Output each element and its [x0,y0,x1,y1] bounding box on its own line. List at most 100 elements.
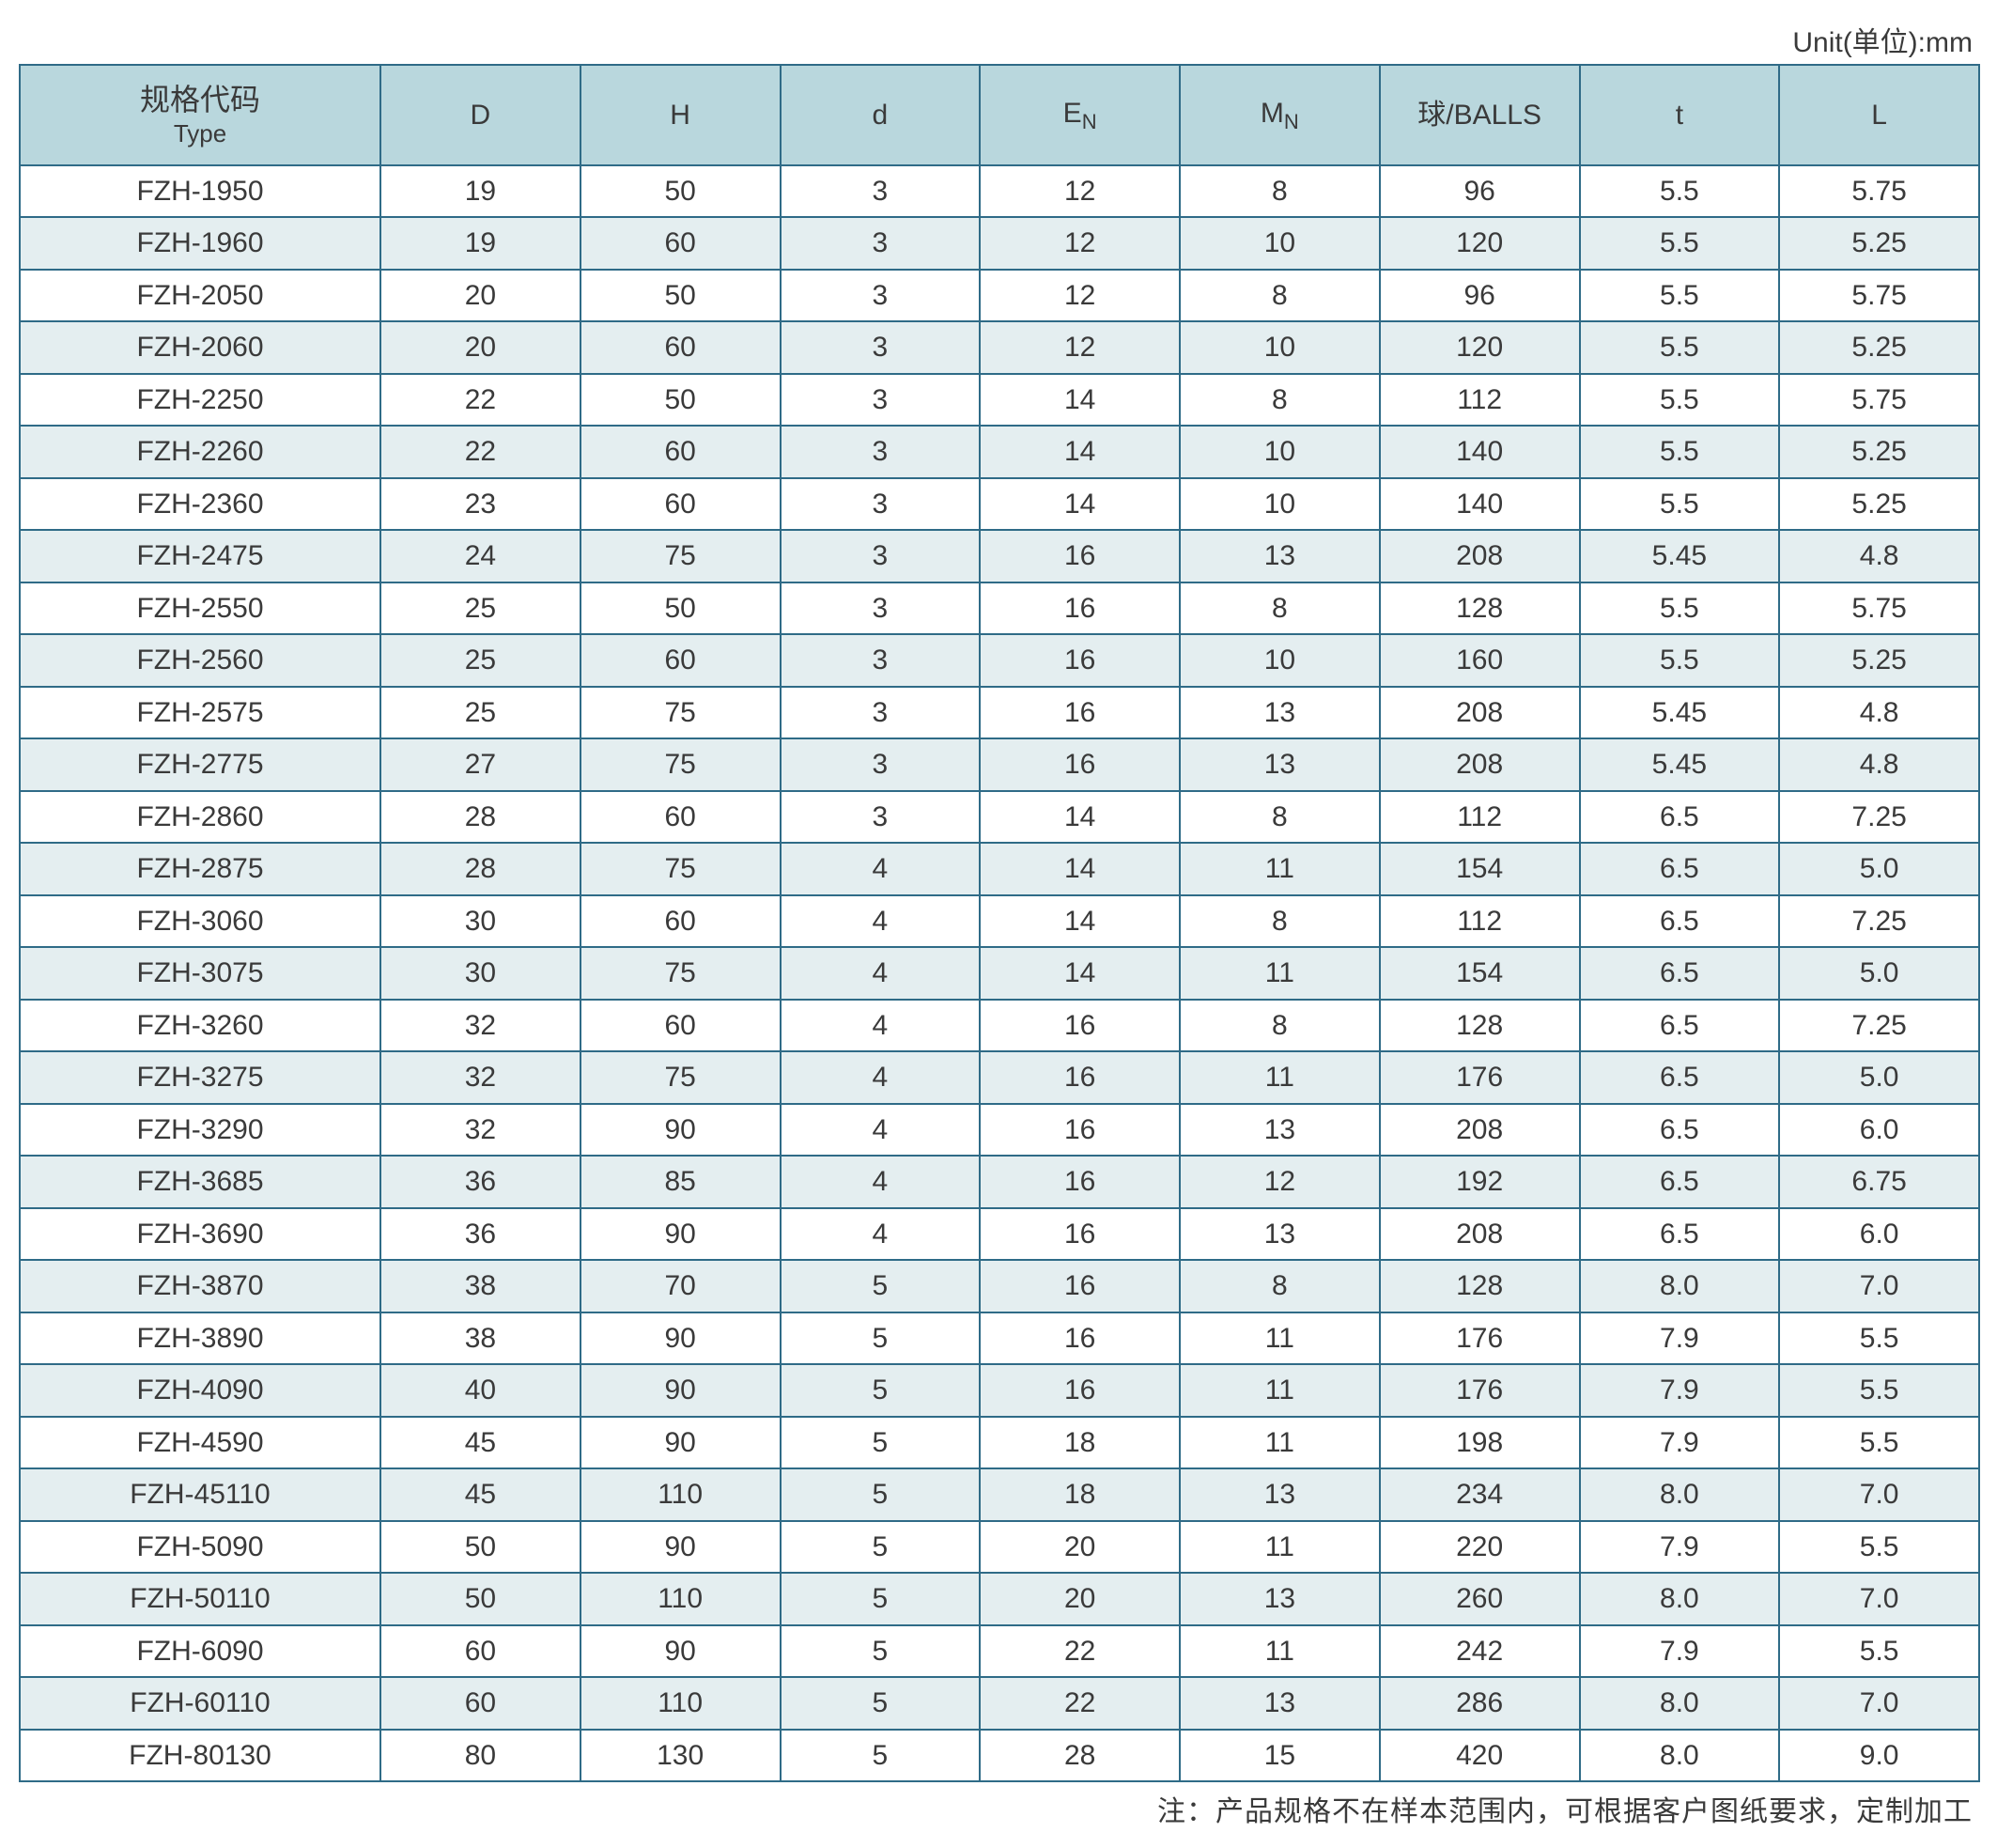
cell-d: 4 [781,1051,981,1104]
cell-t: 8.0 [1580,1260,1780,1312]
cell-d: 4 [781,1104,981,1157]
table-row: FZH-40904090516111767.95.5 [20,1364,1979,1417]
cell-L: 6.0 [1779,1208,1979,1261]
table-row: FZH-27752775316132085.454.8 [20,738,1979,791]
cell-d: 4 [781,947,981,1000]
cell-t: 5.5 [1580,270,1780,322]
cell-D: 60 [380,1677,581,1730]
cell-EN: 16 [980,1104,1180,1157]
cell-MN: 12 [1180,1156,1380,1208]
cell-t: 5.5 [1580,321,1780,374]
cell-H: 110 [581,1468,781,1521]
cell-D: 19 [380,165,581,218]
cell-d: 5 [781,1468,981,1521]
cell-d: 3 [781,478,981,531]
cell-d: 3 [781,165,981,218]
cell-EN: 16 [980,1208,1180,1261]
cell-t: 7.9 [1580,1521,1780,1574]
cell-d: 3 [781,687,981,739]
cell-d: 4 [781,1000,981,1052]
cell-L: 6.75 [1779,1156,1979,1208]
cell-type: FZH-45110 [20,1468,380,1521]
cell-type: FZH-2775 [20,738,380,791]
cell-MN: 13 [1180,1677,1380,1730]
cell-d: 5 [781,1364,981,1417]
cell-H: 85 [581,1156,781,1208]
cell-balls: 208 [1380,1208,1580,1261]
cell-EN: 14 [980,895,1180,948]
table-row: FZH-32903290416132086.56.0 [20,1104,1979,1157]
table-row: FZH-30753075414111546.55.0 [20,947,1979,1000]
cell-d: 3 [781,426,981,478]
cell-EN: 16 [980,1051,1180,1104]
cell-balls: 154 [1380,947,1580,1000]
table-row: FZH-60906090522112427.95.5 [20,1625,1979,1678]
cell-t: 7.9 [1580,1417,1780,1469]
cell-MN: 10 [1180,426,1380,478]
cell-L: 5.5 [1779,1417,1979,1469]
cell-MN: 11 [1180,1312,1380,1365]
cell-H: 75 [581,687,781,739]
cell-MN: 13 [1180,530,1380,582]
cell-H: 50 [581,165,781,218]
cell-EN: 22 [980,1677,1180,1730]
cell-L: 4.8 [1779,687,1979,739]
cell-D: 28 [380,791,581,844]
col-header-t: t [1580,65,1780,165]
cell-d: 3 [781,321,981,374]
cell-balls: 128 [1380,1260,1580,1312]
cell-EN: 14 [980,426,1180,478]
cell-MN: 11 [1180,1625,1380,1678]
cell-type: FZH-1950 [20,165,380,218]
cell-H: 60 [581,478,781,531]
cell-D: 20 [380,270,581,322]
cell-type: FZH-3275 [20,1051,380,1104]
cell-type: FZH-2550 [20,582,380,635]
cell-t: 6.5 [1580,843,1780,895]
cell-type: FZH-2260 [20,426,380,478]
cell-H: 60 [581,791,781,844]
cell-d: 5 [781,1417,981,1469]
cell-balls: 198 [1380,1417,1580,1469]
cell-EN: 16 [980,1000,1180,1052]
cell-H: 60 [581,634,781,687]
cell-L: 4.8 [1779,530,1979,582]
cell-balls: 120 [1380,217,1580,270]
cell-EN: 16 [980,530,1180,582]
table-row: FZH-28752875414111546.55.0 [20,843,1979,895]
cell-L: 5.75 [1779,165,1979,218]
cell-t: 8.0 [1580,1677,1780,1730]
table-row: FZH-24752475316132085.454.8 [20,530,1979,582]
cell-t: 7.9 [1580,1312,1780,1365]
cell-type: FZH-3685 [20,1156,380,1208]
cell-t: 5.5 [1580,374,1780,427]
cell-type: FZH-50110 [20,1573,380,1625]
cell-type: FZH-3870 [20,1260,380,1312]
table-row: FZH-3260326041681286.57.25 [20,1000,1979,1052]
cell-D: 22 [380,426,581,478]
cell-H: 60 [581,426,781,478]
cell-MN: 13 [1180,1104,1380,1157]
spec-table: 规格代码 Type D H d EN MN 球/BALLS t L FZH-19… [19,64,1980,1782]
cell-t: 6.5 [1580,1051,1780,1104]
cell-H: 60 [581,1000,781,1052]
cell-H: 75 [581,738,781,791]
cell-MN: 8 [1180,165,1380,218]
cell-t: 5.5 [1580,426,1780,478]
cell-EN: 16 [980,1364,1180,1417]
cell-MN: 11 [1180,1364,1380,1417]
cell-t: 7.9 [1580,1625,1780,1678]
cell-H: 75 [581,1051,781,1104]
cell-L: 5.75 [1779,374,1979,427]
cell-L: 5.0 [1779,843,1979,895]
table-row: FZH-2550255031681285.55.75 [20,582,1979,635]
cell-H: 75 [581,843,781,895]
cell-D: 36 [380,1156,581,1208]
col-header-MN-main: M [1261,98,1284,129]
cell-d: 5 [781,1312,981,1365]
cell-L: 5.25 [1779,426,1979,478]
cell-D: 30 [380,895,581,948]
cell-balls: 242 [1380,1625,1580,1678]
cell-MN: 8 [1180,1000,1380,1052]
cell-EN: 16 [980,738,1180,791]
